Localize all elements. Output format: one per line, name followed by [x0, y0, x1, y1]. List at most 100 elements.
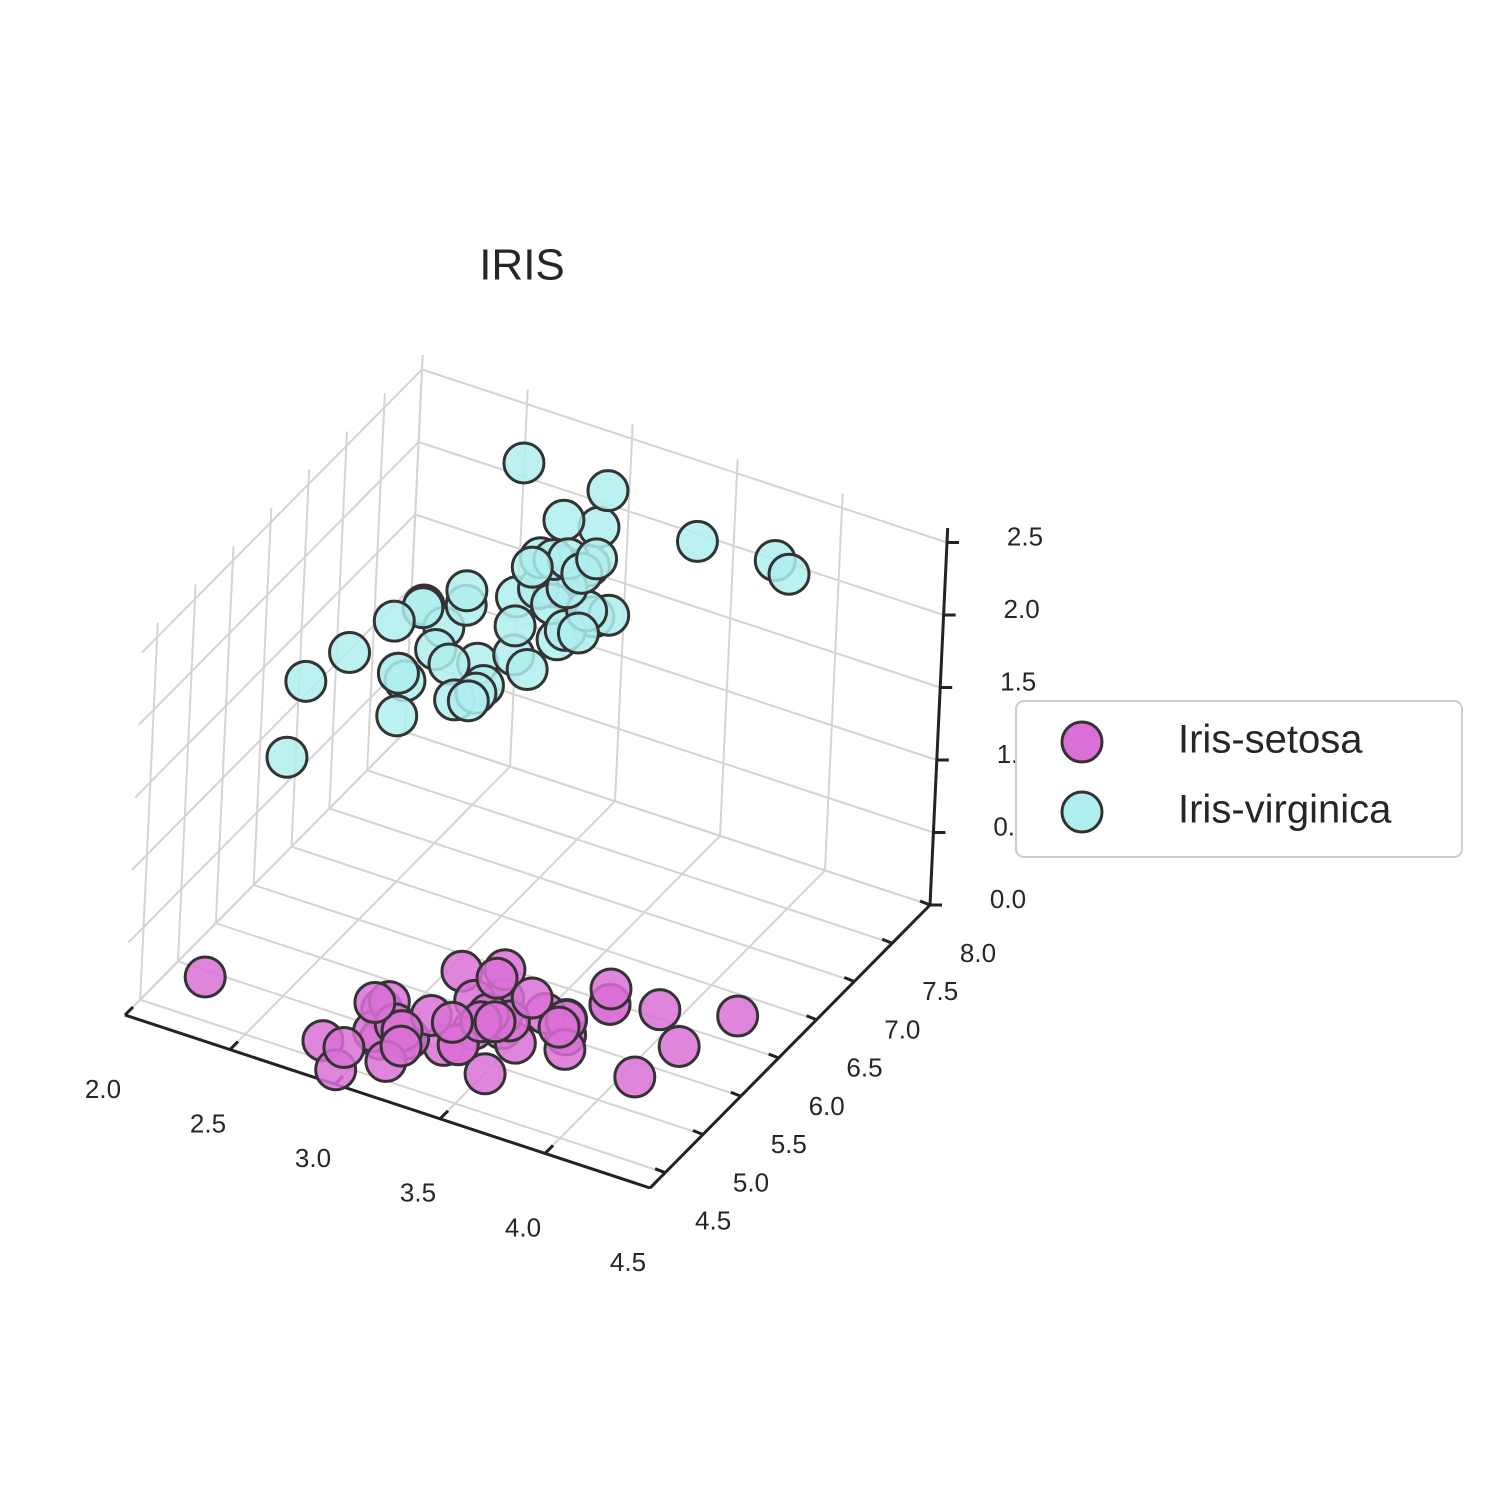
point [284, 659, 328, 703]
legend-marker [1060, 720, 1104, 764]
y-tick-label: 5.5 [771, 1129, 807, 1159]
grid-line [139, 998, 666, 1174]
tick-mark [919, 899, 931, 907]
z-tick-label: 1.5 [1000, 666, 1036, 696]
tick-mark [805, 1014, 818, 1022]
point [542, 498, 586, 542]
grid-line [421, 368, 948, 544]
legend-marker [1060, 790, 1104, 834]
point [375, 694, 419, 738]
tick-mark [648, 1178, 660, 1190]
grid-line [719, 458, 739, 836]
points [183, 441, 811, 1099]
grid-line [366, 769, 893, 945]
point [430, 1000, 474, 1044]
grid-line [291, 845, 817, 1021]
point [537, 1005, 581, 1049]
grid-line [131, 586, 413, 871]
tick-mark [843, 976, 855, 983]
point [505, 647, 549, 691]
point [575, 537, 619, 581]
point [556, 611, 600, 655]
grid-line [290, 469, 311, 847]
x-tick-label: 3.0 [295, 1143, 331, 1173]
grid-line [328, 431, 349, 809]
axis-line [124, 1013, 651, 1190]
point [586, 469, 630, 513]
x-tick-label: 4.0 [505, 1212, 541, 1242]
tick-mark [654, 1167, 666, 1175]
axes: 2.02.53.03.54.04.54.55.05.56.06.57.07.58… [85, 521, 1043, 1277]
y-tick-label: 7.0 [884, 1014, 920, 1044]
tick-mark [881, 937, 893, 945]
point [328, 631, 372, 675]
axis-line [928, 527, 950, 906]
grid-line [414, 513, 941, 689]
legend: Iris-setosa Iris-virginica [1015, 700, 1463, 858]
grid-line [229, 765, 511, 1051]
x-tick-label: 2.0 [85, 1074, 121, 1104]
point [265, 735, 309, 779]
grid-line [824, 493, 844, 871]
y-tick-label: 5.0 [733, 1167, 769, 1197]
grid-line [141, 368, 423, 654]
point [638, 988, 682, 1032]
y-tick-label: 7.5 [922, 976, 958, 1006]
point [353, 980, 397, 1024]
tick-mark [543, 1144, 555, 1155]
point [379, 1024, 423, 1068]
tick-mark [692, 1129, 704, 1136]
grid-line [404, 731, 931, 906]
point [613, 1055, 657, 1099]
point [510, 976, 554, 1020]
y-tick-label: 6.5 [846, 1053, 882, 1083]
point [446, 679, 490, 723]
tick-mark [438, 1109, 450, 1120]
grid-line [176, 584, 197, 962]
point [502, 441, 546, 485]
legend-label: Iris-virginica [1178, 788, 1392, 832]
z-tick-label: 2.5 [1007, 521, 1043, 551]
point [445, 569, 489, 613]
grid-line [127, 658, 410, 944]
point [473, 1000, 517, 1044]
grid-line [329, 807, 855, 983]
tick-mark [768, 1052, 780, 1060]
grid-line [214, 546, 235, 924]
grid-line [137, 441, 420, 726]
point [475, 956, 519, 1000]
point [376, 651, 420, 695]
y-tick-label: 6.0 [809, 1091, 845, 1121]
y-tick-label: 8.0 [960, 938, 996, 968]
chart-title: IRIS [479, 241, 565, 290]
x-tick-label: 3.5 [400, 1178, 436, 1208]
legend-label: Iris-setosa [1178, 718, 1363, 762]
grid-line [124, 731, 406, 1016]
tick-mark [228, 1040, 240, 1051]
point [322, 1026, 366, 1070]
grid-line [366, 393, 386, 771]
point [767, 552, 811, 596]
tick-mark [123, 1005, 135, 1017]
axis-line [648, 903, 932, 1190]
x-tick-label: 4.5 [610, 1247, 646, 1277]
grid-line [139, 622, 159, 1000]
grid-line [134, 513, 416, 799]
point [183, 955, 227, 999]
point [510, 545, 554, 589]
point [589, 967, 633, 1011]
point [493, 604, 537, 648]
grid-line [544, 869, 826, 1155]
point [463, 1052, 507, 1096]
point [716, 994, 760, 1038]
z-tick-label: 0.0 [990, 884, 1026, 914]
point [675, 519, 719, 563]
x-tick-label: 2.5 [190, 1108, 226, 1138]
point [657, 1024, 701, 1068]
legend-box [1015, 700, 1463, 858]
grid-line [252, 507, 273, 886]
y-tick-label: 4.5 [695, 1206, 731, 1236]
z-tick-label: 2.0 [1004, 594, 1040, 624]
tick-mark [730, 1090, 742, 1098]
